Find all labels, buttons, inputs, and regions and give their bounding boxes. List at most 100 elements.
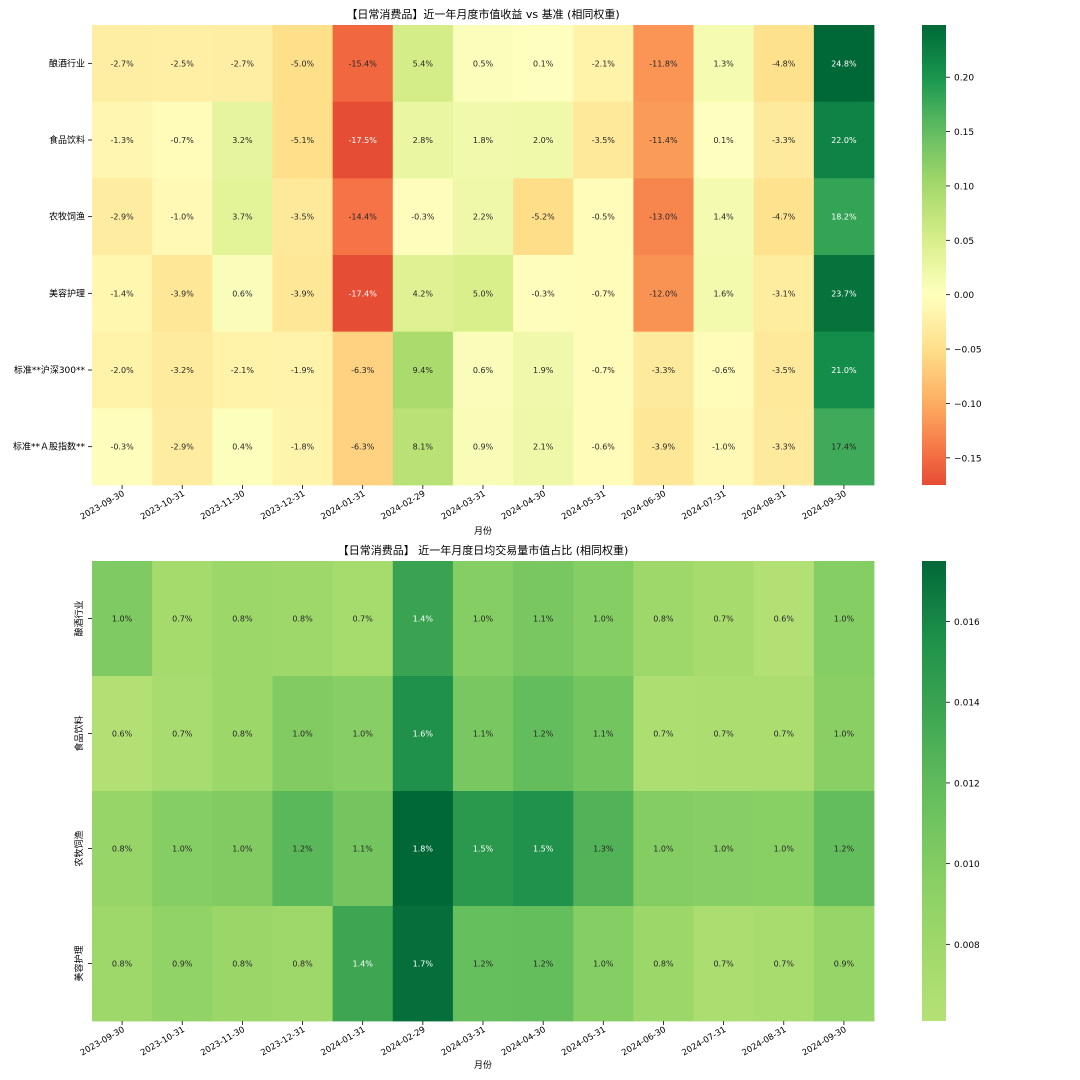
cell-label: 1.8% <box>473 136 494 145</box>
heatmap-cell <box>392 561 454 677</box>
cell-label: 1.2% <box>533 730 554 739</box>
heatmap-cell <box>693 561 755 677</box>
colorbar <box>922 561 946 1021</box>
heatmap-cell <box>753 561 815 677</box>
x-tick-label: 2023-11-30 <box>199 489 247 522</box>
heatmap-cell <box>92 25 153 103</box>
heatmap-cell <box>813 25 875 103</box>
heatmap-cell <box>573 25 634 103</box>
cell-label: 3.2% <box>232 136 253 145</box>
cell-label: 0.7% <box>774 730 795 739</box>
heatmap-cell <box>152 791 213 907</box>
heatmap-cell <box>272 791 334 907</box>
cell-label: 1.0% <box>112 615 133 624</box>
cell-label: 0.8% <box>653 960 674 969</box>
heatmap-cell <box>392 25 454 103</box>
cell-label: -1.8% <box>291 443 315 452</box>
cell-label: -1.0% <box>712 443 736 452</box>
cell-label: 0.9% <box>834 960 855 969</box>
cell-label: 1.0% <box>593 960 614 969</box>
cell-label: -0.3% <box>411 213 435 222</box>
heatmap-cell <box>272 178 334 256</box>
heatmap-2: 【日常消费品】 近一年月度日均交易量市值占比 (相同权重) 1.0% 0.7% 0.8… <box>73 543 980 1071</box>
y-tick-label: 标准**沪深300** <box>14 364 86 376</box>
colorbar-tick-label: 0.010 <box>954 860 980 870</box>
heatmap-cell <box>152 178 213 256</box>
cell-label: 1.4% <box>713 213 734 222</box>
heatmap-cell <box>452 255 514 333</box>
cell-label: 23.7% <box>831 289 857 298</box>
heatmap-cell <box>452 561 514 677</box>
cell-label: 1.2% <box>533 960 554 969</box>
heatmap-cell <box>212 25 273 103</box>
cell-label: -2.0% <box>110 366 134 375</box>
cell-label: -5.0% <box>291 59 315 68</box>
cell-label: 1.0% <box>593 615 614 624</box>
heatmap-cell <box>573 101 634 179</box>
heatmap-cell <box>92 331 153 409</box>
cell-label: -0.7% <box>592 289 616 298</box>
heatmap-cell <box>452 906 514 1022</box>
cell-label: -4.7% <box>772 213 796 222</box>
heatmap-cell <box>92 791 153 907</box>
heatmap-cell <box>332 101 394 179</box>
heatmap-cell <box>813 255 875 333</box>
heatmap-cell <box>633 676 694 792</box>
chart-title: 【日常消费品】近一年月度市值收益 vs 基准 (相同权重) <box>346 7 619 21</box>
x-tick-label: 2024-04-30 <box>500 1025 548 1058</box>
y-tick-label: 农牧饲渔 <box>49 211 85 223</box>
heatmap-cell <box>452 676 514 792</box>
cell-label: 0.7% <box>713 730 734 739</box>
cell-label: -2.9% <box>110 213 134 222</box>
heatmap-cell <box>92 906 153 1022</box>
heatmap-cell <box>152 331 213 409</box>
cell-label: -3.2% <box>171 366 195 375</box>
heatmap-cell <box>392 408 454 486</box>
heatmap-cell <box>513 255 574 333</box>
cell-label: -3.1% <box>772 289 796 298</box>
heatmap-cell <box>332 178 394 256</box>
cell-label: 0.7% <box>353 615 374 624</box>
cell-label: 1.7% <box>413 960 434 969</box>
cell-label: 1.0% <box>172 845 193 854</box>
cell-label: 0.7% <box>713 960 734 969</box>
heatmap-cell <box>633 331 694 409</box>
cell-label: -1.9% <box>291 366 315 375</box>
cell-label: -3.5% <box>592 136 616 145</box>
cell-label: 0.1% <box>713 136 734 145</box>
cell-label: -0.7% <box>171 136 195 145</box>
x-tick-label: 2024-06-30 <box>620 489 668 522</box>
cell-label: 1.0% <box>473 615 494 624</box>
x-tick-label: 2024-04-30 <box>500 489 548 522</box>
cell-label: -2.7% <box>110 59 134 68</box>
heatmap-cell <box>513 676 574 792</box>
heatmap-cell <box>813 408 875 486</box>
cell-label: 0.7% <box>172 730 193 739</box>
cell-label: 1.2% <box>473 960 494 969</box>
x-tick-label: 2024-08-31 <box>740 489 788 522</box>
heatmap-cell <box>513 101 574 179</box>
cell-label: 0.8% <box>232 730 253 739</box>
heatmap-cell <box>392 676 454 792</box>
cell-label: 1.5% <box>533 845 554 854</box>
heatmap-cell <box>813 178 875 256</box>
cell-label: 1.5% <box>473 845 494 854</box>
cell-label: -0.3% <box>532 289 556 298</box>
heatmap-cell <box>272 408 334 486</box>
cell-label: -3.3% <box>772 443 796 452</box>
heatmap-cell <box>813 676 875 792</box>
cell-label: 24.8% <box>831 59 857 68</box>
cell-label: 1.6% <box>413 730 434 739</box>
cell-label: 0.9% <box>473 443 494 452</box>
x-tick-label: 2024-08-31 <box>740 1025 788 1058</box>
cell-label: 5.0% <box>473 289 494 298</box>
cell-label: 22.0% <box>831 136 857 145</box>
x-tick-label: 2024-01-31 <box>319 1025 367 1058</box>
heatmap-cell <box>633 561 694 677</box>
cell-label: 21.0% <box>831 366 857 375</box>
cell-label: -5.2% <box>532 213 556 222</box>
x-tick-label: 2023-10-31 <box>139 1025 187 1058</box>
heatmap-cell <box>573 561 634 677</box>
cell-label: 1.4% <box>413 615 434 624</box>
cell-label: 1.8% <box>413 845 434 854</box>
